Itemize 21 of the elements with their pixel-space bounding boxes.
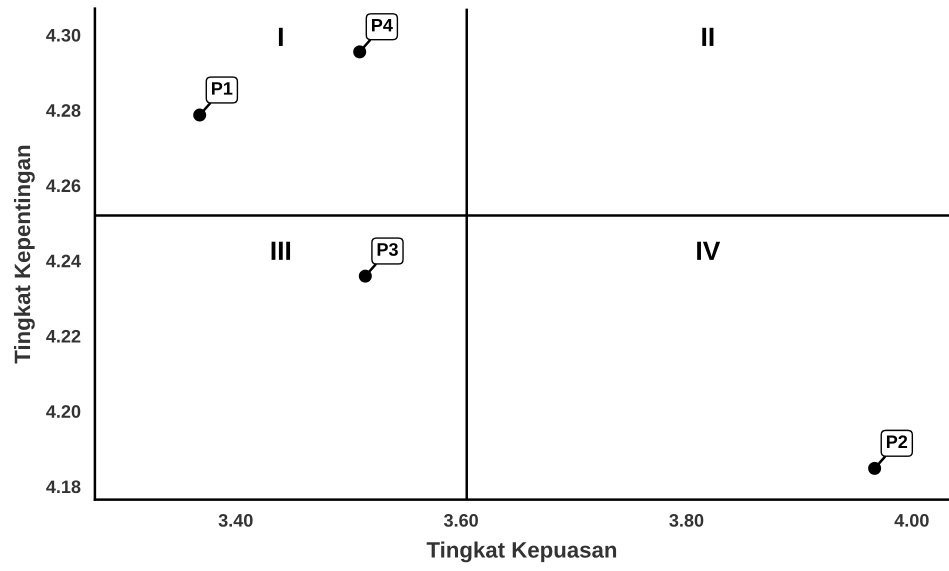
annotation: II: [702, 28, 714, 46]
x-tick-label: 4.00: [894, 514, 929, 527]
x-tick-label: 3.40: [218, 514, 253, 527]
annotation: P2: [886, 435, 908, 448]
y-axis-title: Tingkat Kepentingan: [14, 146, 35, 364]
y-tick-label: 4.30: [46, 28, 80, 42]
annotation: P1: [212, 82, 232, 95]
y-tick-label: 4.28: [46, 104, 80, 117]
x-tick-label: 3.60: [444, 514, 478, 527]
x-tick-label: 3.80: [669, 514, 704, 527]
annotation: III: [272, 242, 290, 260]
y-tick-label: 4.26: [46, 179, 80, 192]
y-tick-label: 4.24: [46, 254, 81, 268]
y-tick-label: 4.20: [46, 405, 80, 418]
annotation: IV: [697, 242, 720, 260]
annotation: I: [278, 28, 283, 46]
annotation: P4: [372, 19, 393, 32]
annotation: P3: [378, 243, 398, 256]
y-tick-label: 4.18: [46, 480, 80, 494]
x-axis-title: Tingkat Kepuasan: [426, 541, 616, 562]
y-tick-label: 4.22: [46, 330, 80, 342]
